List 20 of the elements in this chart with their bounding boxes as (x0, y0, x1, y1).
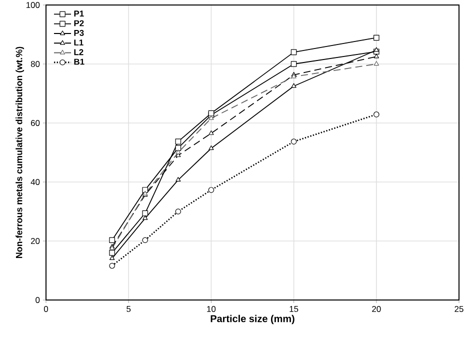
legend-label: L2 (74, 49, 84, 56)
x-axis-title: Particle size (mm) (210, 314, 294, 324)
y-tick-label: 20 (30, 238, 40, 244)
y-tick-label: 0 (36, 297, 40, 303)
y-tick-label: 80 (30, 61, 40, 67)
x-tick-label: 15 (290, 306, 298, 312)
y-tick-label: 60 (31, 120, 40, 126)
x-tick-label: 25 (454, 306, 464, 312)
legend-label: P2 (74, 20, 84, 26)
x-tick-label: 0 (44, 306, 48, 312)
legend-label: P1 (74, 10, 84, 16)
y-tick-label: 40 (30, 179, 40, 185)
x-tick-label: 10 (207, 306, 216, 312)
legend-label: L1 (74, 40, 84, 46)
x-tick-label: 20 (372, 306, 381, 312)
y-tick-label: 100 (26, 2, 40, 8)
y-axis-title: Non-ferrous metals cumulative distribution (wt.%) (16, 46, 24, 258)
legend-label: B1 (74, 58, 84, 65)
legend-label: P3 (74, 30, 84, 36)
x-tick-label: 5 (126, 306, 131, 312)
